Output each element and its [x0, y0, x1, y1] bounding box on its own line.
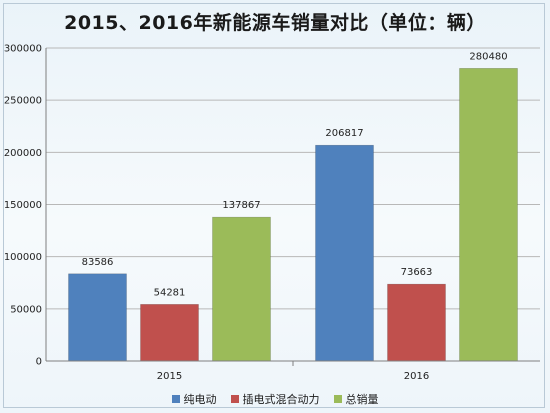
data-label: 137867: [222, 200, 260, 211]
y-tick-label: 200000: [4, 148, 42, 159]
x-tick-label: 2016: [404, 371, 429, 382]
bar: [387, 283, 446, 362]
y-tick-label: 0: [36, 357, 42, 368]
chart-frame: [3, 3, 545, 408]
legend-swatch: [333, 395, 342, 403]
x-tick-label: 2015: [157, 371, 182, 382]
y-axis: 0 50000 100000 150000 200000 250000 300000: [4, 44, 47, 368]
y-tick-label: 150000: [4, 200, 42, 211]
data-label: 83586: [82, 257, 114, 268]
legend-label: 插电式混合动力: [242, 393, 320, 406]
data-label: 54281: [154, 287, 186, 298]
bar: [68, 273, 127, 362]
data-labels: 83586 54281 137867 206817 73663 280480: [82, 51, 508, 298]
legend-swatch: [230, 395, 239, 403]
legend: 纯电动 插电式混合动力 总销量: [0, 391, 550, 407]
bar: [459, 68, 518, 362]
y-tick-label: 100000: [4, 252, 42, 263]
legend-item-plug-in-hybrid: 插电式混合动力: [230, 391, 320, 407]
y-tick-label: 300000: [4, 44, 42, 55]
gridlines: [46, 47, 540, 310]
y-tick-label: 50000: [10, 304, 42, 315]
data-label: 280480: [469, 51, 507, 62]
legend-swatch: [171, 395, 180, 403]
legend-label: 总销量: [345, 393, 379, 406]
x-axis: 2015 2016: [46, 360, 540, 382]
legend-label: 纯电动: [183, 393, 217, 406]
legend-item-total: 总销量: [333, 391, 379, 407]
bar: [140, 304, 199, 362]
y-tick-label: 250000: [4, 96, 42, 107]
legend-item-pure-electric: 纯电动: [171, 391, 217, 407]
data-label: 206817: [325, 128, 363, 139]
chart-title: 2015、2016年新能源车销量对比（单位：辆）: [64, 12, 486, 34]
bar: [315, 144, 374, 362]
data-label: 73663: [401, 267, 433, 278]
bar: [212, 216, 271, 362]
bars: [68, 68, 518, 362]
